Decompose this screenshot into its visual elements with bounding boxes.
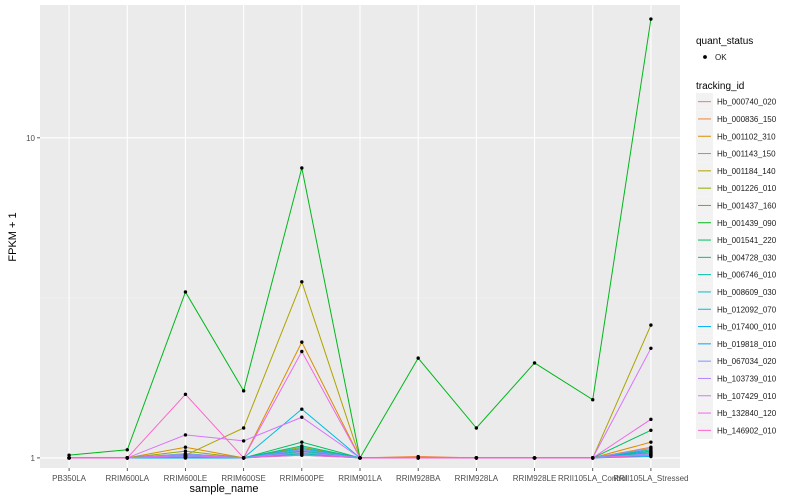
legend-quant-status-label: OK — [715, 53, 727, 62]
x-tick-label: RRIM600SE — [221, 474, 265, 483]
legend-item-label: Hb_067034_020 — [717, 357, 777, 366]
x-tick-label: RRII105LA_Stressed — [613, 474, 688, 483]
legend-item-label: Hb_004728_030 — [717, 253, 777, 262]
data-point — [241, 439, 246, 443]
data-point — [241, 426, 246, 430]
x-tick-label: PB350LA — [52, 474, 86, 483]
data-point — [591, 398, 595, 402]
legend-item-label: Hb_012092_070 — [717, 305, 777, 314]
x-tick-label: RRII105LA_Control — [558, 474, 628, 483]
legend-item-label: Hb_008609_030 — [717, 288, 777, 297]
data-point — [649, 453, 653, 457]
data-point — [300, 448, 304, 452]
data-point — [300, 340, 304, 344]
data-point — [183, 445, 188, 449]
legend-item-label: Hb_000836_150 — [717, 115, 777, 124]
data-point — [183, 453, 188, 457]
data-point — [532, 361, 537, 365]
x-axis-ticks: PB350LA RRIM600LA RRIM600LE RRIM600SE RRIM60… — [52, 468, 688, 483]
data-point — [649, 417, 653, 422]
data-point — [183, 433, 188, 437]
x-tick-label: RRIM600LE — [164, 474, 208, 483]
data-point — [300, 166, 304, 170]
legend-item-label: Hb_001439_090 — [717, 219, 777, 228]
data-point — [358, 456, 362, 460]
legend-quant-status-key — [703, 55, 707, 59]
data-point — [125, 456, 129, 460]
x-axis-title: sample_name — [189, 483, 258, 495]
y-axis-ticks: 1 10 — [26, 134, 40, 463]
x-tick-label: RRIM600PE — [280, 474, 324, 483]
data-point — [649, 346, 653, 351]
data-point — [300, 440, 304, 444]
legend-item-label: Hb_017400_010 — [717, 323, 777, 332]
data-point — [649, 17, 653, 21]
legend-item-label: Hb_001143_150 — [717, 150, 776, 159]
data-point — [591, 456, 595, 460]
x-tick-label: RRIM600LA — [105, 474, 149, 483]
legend-item-label: Hb_001541_220 — [717, 236, 777, 245]
y-tick-label: 10 — [26, 134, 35, 143]
data-point — [474, 456, 479, 460]
legend-item-label: Hb_006746_010 — [717, 271, 777, 280]
data-point — [183, 290, 188, 294]
legend-item-label: Hb_019818_010 — [717, 340, 777, 349]
data-point — [649, 446, 653, 451]
data-point — [300, 444, 304, 448]
legend-quant-status-title: quant_status — [696, 36, 753, 47]
data-point — [300, 280, 304, 284]
data-point — [183, 392, 188, 397]
data-point — [649, 323, 653, 327]
data-point — [67, 456, 71, 460]
legend-item-label: Hb_001437_160 — [717, 201, 777, 210]
x-tick-label: RRIM928BA — [396, 474, 441, 483]
data-point — [183, 449, 188, 453]
data-point — [125, 448, 129, 452]
legend-item-label: Hb_000740_020 — [717, 98, 777, 107]
legend-item-label: Hb_103739_010 — [717, 374, 777, 383]
x-tick-label: RRIM928LE — [513, 474, 557, 483]
legend: quant_status OK tracking_id Hb_000740_02… — [696, 36, 777, 439]
data-point — [241, 389, 246, 393]
legend-item-label: Hb_001102_310 — [717, 132, 776, 141]
data-point — [474, 426, 479, 430]
legend-tracking-items: Hb_000740_020 Hb_000836_150 Hb_001102_310 H… — [696, 93, 777, 439]
data-point — [649, 440, 653, 444]
data-point — [416, 456, 420, 460]
data-point — [67, 453, 71, 457]
legend-item-label: Hb_132840_120 — [717, 409, 777, 418]
data-point — [241, 456, 246, 460]
legend-item-label: Hb_107429_010 — [717, 392, 777, 401]
data-point — [649, 449, 653, 453]
x-tick-label: RRIM901LA — [338, 474, 382, 483]
legend-item-label: Hb_146902_010 — [717, 426, 777, 435]
legend-tracking-title: tracking_id — [696, 81, 744, 92]
data-point — [532, 456, 537, 460]
series-points — [67, 17, 653, 460]
data-point — [300, 450, 304, 455]
legend-item-label: Hb_001226_010 — [717, 184, 777, 193]
data-point — [649, 428, 653, 432]
y-axis-title: FPKM + 1 — [7, 212, 19, 261]
data-point — [300, 349, 304, 354]
data-point — [300, 415, 304, 419]
data-point — [416, 356, 420, 360]
data-point — [300, 453, 304, 457]
legend-item-label: Hb_001184_140 — [717, 167, 776, 176]
y-tick-label: 1 — [31, 454, 36, 463]
x-tick-label: RRIM928LA — [455, 474, 499, 483]
data-point — [300, 407, 304, 411]
